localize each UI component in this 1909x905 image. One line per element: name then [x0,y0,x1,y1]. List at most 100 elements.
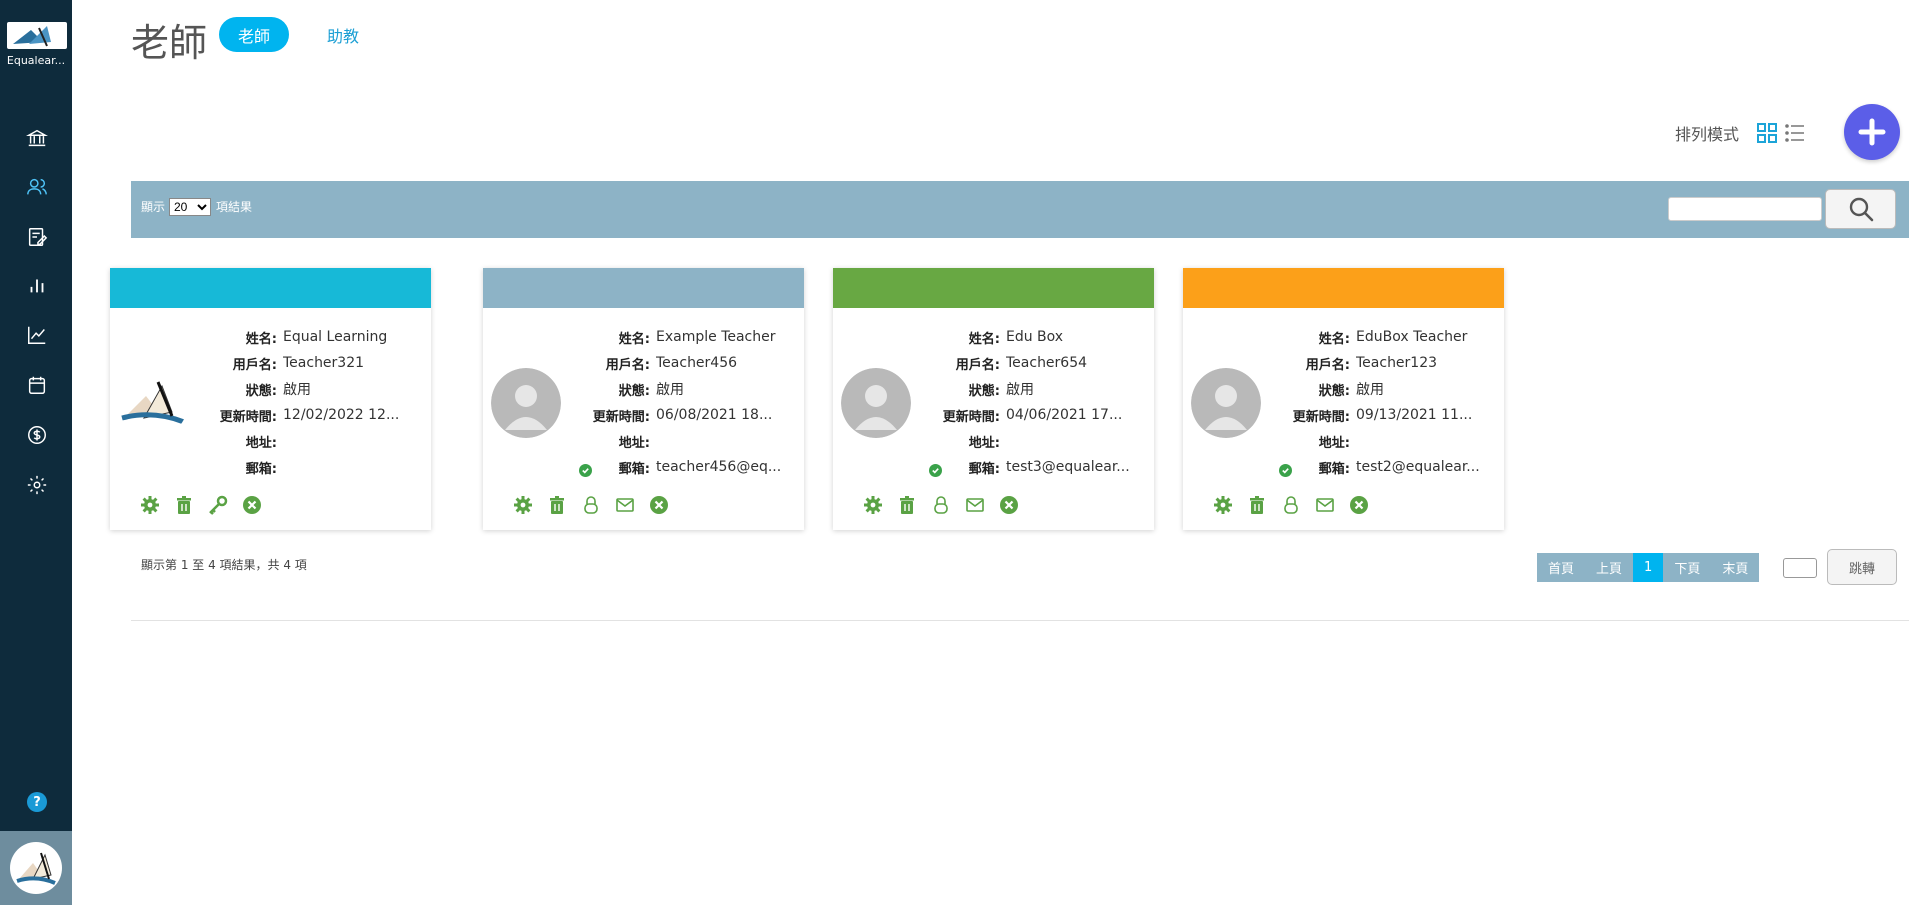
field-label-status: 狀態: [1318,383,1350,399]
jump-button[interactable]: 跳轉 [1827,549,1897,585]
field-label-updated: 更新時間: [1292,409,1350,425]
list-toolbar [131,181,1909,238]
field-label-updated: 更新時間: [942,409,1000,425]
avatar [841,368,911,438]
calendar-icon[interactable] [24,372,50,398]
lock-user-icon[interactable] [579,493,603,517]
key-icon[interactable] [206,493,230,517]
field-row-name: 姓名: EduBox Teacher [1281,324,1499,350]
field-label-address: 地址: [245,435,277,451]
search-icon [1849,197,1873,222]
bar-chart-icon[interactable] [24,272,50,298]
prev-page-button[interactable]: 上頁 [1585,553,1634,582]
lock-user-icon[interactable] [929,493,953,517]
users-icon[interactable] [24,174,50,200]
verified-check-icon [1279,463,1292,477]
settings-icon[interactable] [861,493,885,517]
lock-user-icon[interactable] [1279,493,1303,517]
field-value-email: test3@equalear... [1006,459,1130,475]
field-label-address: 地址: [1318,435,1350,451]
field-value-username: Teacher456 [656,355,738,371]
disable-icon[interactable] [240,493,264,517]
field-row-email: 郵箱: teacher456@eq... [579,454,799,480]
mail-icon[interactable] [963,493,987,517]
current-page-button[interactable]: 1 [1633,553,1664,582]
bank-icon[interactable] [24,125,50,151]
delete-icon[interactable] [172,493,196,517]
teacher-card[interactable]: 姓名: Equal Learning 用戶名: Teacher321 狀態: 啟用 更新時間… [110,268,431,530]
dollar-icon[interactable] [24,422,50,448]
field-value-name: Edu Box [1006,329,1064,345]
field-value-updated: 12/02/2022 12... [283,407,400,423]
sort-mode-label: 排列模式 [1675,125,1740,144]
help-icon[interactable]: ? [27,792,47,812]
user-avatar-panel[interactable] [0,831,72,905]
jump-page-input[interactable] [1783,558,1817,578]
line-chart-icon[interactable] [24,322,50,348]
plus-icon [1858,118,1886,146]
teacher-card[interactable]: 姓名: Edu Box 用戶名: Teacher654 狀態: 啟用 更新時間: 04/06/… [833,268,1154,530]
card-fields: 姓名: Example Teacher 用戶名: Teacher456 狀態: 啟用 更新時… [579,324,799,480]
app-logo[interactable] [7,22,67,49]
disable-icon[interactable] [647,493,671,517]
settings-icon[interactable] [138,493,162,517]
field-label-name: 姓名: [1318,331,1350,347]
grid-view-icon[interactable] [1756,122,1778,144]
settings-icon[interactable] [1211,493,1235,517]
field-label-email: 郵箱: [1279,458,1356,477]
field-label-email: 郵箱: [929,458,1006,477]
teacher-card[interactable]: 姓名: EduBox Teacher 用戶名: Teacher123 狀態: 啟用 更新時間… [1183,268,1504,530]
field-label-status: 狀態: [968,383,1000,399]
field-row-name: 姓名: Edu Box [931,324,1149,350]
gear-icon[interactable] [24,472,50,498]
settings-icon[interactable] [511,493,535,517]
field-value-name: EduBox Teacher [1356,329,1468,345]
edit-list-icon[interactable] [24,224,50,250]
field-label-status: 狀態: [618,383,650,399]
last-page-button[interactable]: 末頁 [1711,553,1760,582]
delete-icon[interactable] [895,493,919,517]
field-row-updated: 更新時間: 12/02/2022 12... [208,402,426,428]
card-actions [861,493,1021,517]
app-name: Equalear... [6,54,66,67]
field-row-address: 地址: [1281,428,1499,454]
delete-icon[interactable] [545,493,569,517]
card-fields: 姓名: EduBox Teacher 用戶名: Teacher123 狀態: 啟用 更新時間… [1279,324,1499,480]
avatar [491,368,561,438]
disable-icon[interactable] [997,493,1021,517]
mail-icon[interactable] [1313,493,1337,517]
field-row-status: 狀態: 啟用 [1281,376,1499,402]
avatar[interactable] [10,842,62,894]
field-label-name: 姓名: [618,331,650,347]
page-size-select[interactable]: 20 [169,198,211,216]
field-row-email: 郵箱: [208,454,426,480]
field-row-updated: 更新時間: 09/13/2021 11... [1281,402,1499,428]
card-header-bar [110,268,431,308]
tab-assistant[interactable]: 助教 [326,26,359,46]
first-page-button[interactable]: 首頁 [1537,553,1586,582]
field-row-status: 狀態: 啟用 [581,376,799,402]
teacher-card[interactable]: 姓名: Example Teacher 用戶名: Teacher456 狀態: 啟用 更新時… [483,268,804,530]
field-value-username: Teacher654 [1006,355,1088,371]
field-label-username: 用戶名: [605,357,650,373]
delete-icon[interactable] [1245,493,1269,517]
tab-teacher[interactable]: 老師 [219,17,289,52]
field-row-updated: 更新時間: 06/08/2021 18... [581,402,799,428]
field-value-name: Equal Learning [283,329,388,345]
search-button[interactable] [1825,189,1896,229]
mail-icon[interactable] [613,493,637,517]
field-row-username: 用戶名: Teacher123 [1281,350,1499,376]
field-value-email: teacher456@eq... [656,459,782,475]
field-value-status: 啟用 [283,382,311,398]
card-fields: 姓名: Edu Box 用戶名: Teacher654 狀態: 啟用 更新時間: 04/06/… [929,324,1149,480]
list-view-icon[interactable] [1784,122,1806,144]
card-header-bar [833,268,1154,308]
field-label-address: 地址: [968,435,1000,451]
search-input[interactable] [1668,197,1822,221]
card-header-bar [483,268,804,308]
add-teacher-button[interactable] [1844,104,1900,160]
next-page-button[interactable]: 下頁 [1663,553,1712,582]
field-row-address: 地址: [931,428,1149,454]
field-row-address: 地址: [581,428,799,454]
disable-icon[interactable] [1347,493,1371,517]
